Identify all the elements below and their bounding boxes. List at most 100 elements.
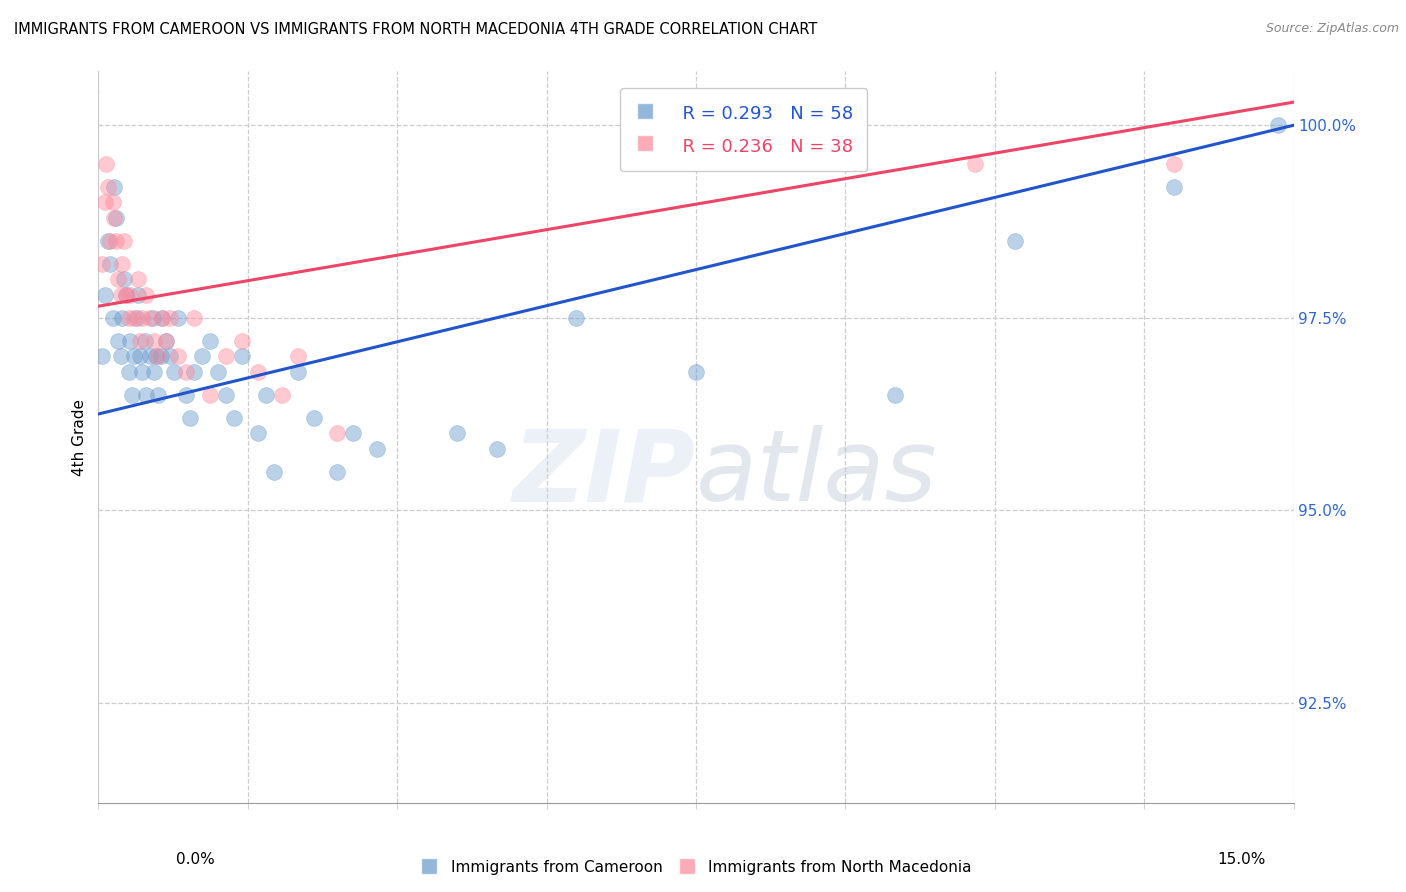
Point [963,157,986,171]
Point [91,257,114,271]
Point [110,349,132,363]
Point [231,334,253,348]
Point [143,334,166,348]
Point [103,179,125,194]
Point [94,195,117,210]
Point [163,365,186,379]
Point [1163,157,1185,171]
Point [120,334,142,348]
Point [148,388,170,402]
Point [174,365,197,379]
Point [149,349,172,363]
Point [191,349,214,363]
Point [131,310,153,325]
Point [1163,179,1185,194]
Point [134,334,156,348]
Point [139,349,162,363]
Point [565,310,588,325]
Point [104,234,127,248]
Point [135,388,157,402]
Point [112,234,135,248]
Point [107,334,129,348]
Point [159,349,181,363]
Point [103,211,125,225]
Point [215,349,238,363]
Point [127,287,149,301]
Point [104,211,127,225]
Point [101,195,124,210]
Point [159,310,181,325]
Point [167,310,190,325]
Point [179,410,201,425]
Point [118,365,141,379]
Point [155,334,177,348]
Point [139,310,162,325]
Point [121,388,143,402]
Text: 0.0%: 0.0% [176,852,215,867]
Point [366,442,388,456]
Point [148,349,170,363]
Point [263,465,285,479]
Point [1004,234,1026,248]
Y-axis label: 4th Grade: 4th Grade [72,399,87,475]
Point [110,287,132,301]
Point [207,365,229,379]
Point [97,179,120,194]
Point [326,465,349,479]
Point [115,287,138,301]
Point [287,365,309,379]
Point [1267,118,1289,132]
Point [142,310,165,325]
Point [222,410,245,425]
Point [101,310,124,325]
Point [215,388,238,402]
Point [143,365,166,379]
Text: Source: ZipAtlas.com: Source: ZipAtlas.com [1265,22,1399,36]
Point [135,287,157,301]
Point [167,349,190,363]
Point [198,388,221,402]
Point [183,365,205,379]
Point [326,426,349,441]
Point [96,157,118,171]
Point [112,272,135,286]
Point [94,287,117,301]
Point [111,310,134,325]
Point [145,349,167,363]
Point [287,349,309,363]
Point [128,334,150,348]
Point [342,426,364,441]
Point [91,349,114,363]
Point [446,426,468,441]
Point [174,388,197,402]
Point [884,388,907,402]
Text: atlas: atlas [696,425,938,522]
Point [485,442,508,456]
Point [198,334,221,348]
Point [125,310,148,325]
Point [111,257,134,271]
Point [270,388,292,402]
Point [302,410,325,425]
Point [254,388,277,402]
Point [98,234,122,248]
Point [685,365,707,379]
Point [150,310,173,325]
Point [246,426,269,441]
Point [124,349,146,363]
Point [98,257,122,271]
Point [155,334,177,348]
Point [120,287,142,301]
Text: 15.0%: 15.0% [1218,852,1265,867]
Point [127,272,149,286]
Point [183,310,205,325]
Point [97,234,120,248]
Point [107,272,129,286]
Point [131,365,153,379]
Point [231,349,253,363]
Point [115,287,138,301]
Text: IMMIGRANTS FROM CAMEROON VS IMMIGRANTS FROM NORTH MACEDONIA 4TH GRADE CORRELATIO: IMMIGRANTS FROM CAMEROON VS IMMIGRANTS F… [14,22,817,37]
Point [246,365,269,379]
Point [118,310,141,325]
Point [150,310,173,325]
